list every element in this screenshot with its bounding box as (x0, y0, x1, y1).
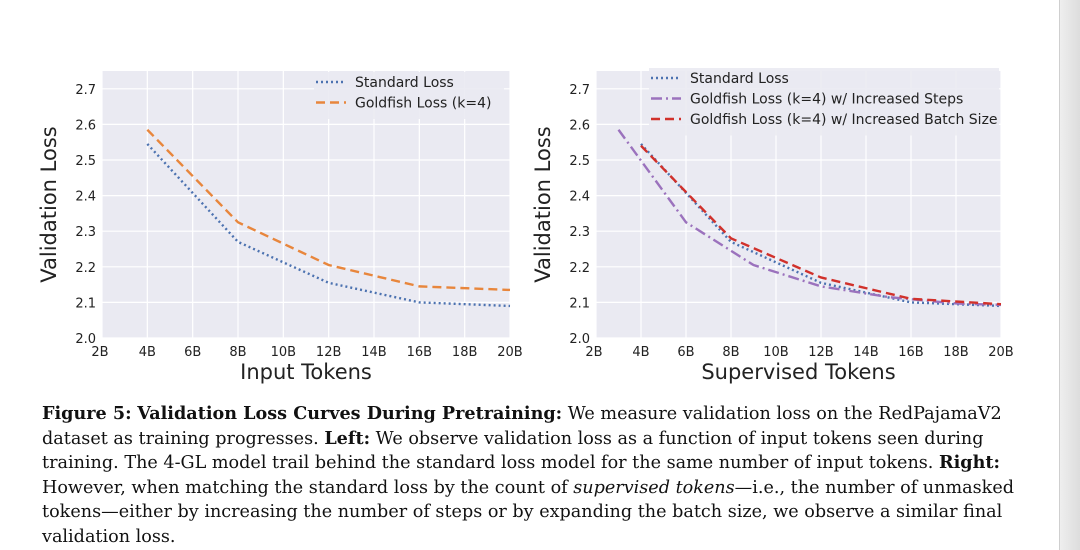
caption-title: Validation Loss Curves During Pretrainin… (137, 403, 563, 424)
legend-label: Goldfish Loss (k=4) w/ Increased Batch S… (690, 112, 998, 128)
y-tick-label: 2.6 (75, 118, 96, 133)
y-tick-label: 2.5 (569, 154, 590, 169)
y-tick-label: 2.2 (75, 261, 96, 276)
y-axis-label: Validation Loss (531, 126, 555, 282)
window-edge (1059, 0, 1080, 550)
x-tick-label: 2B (585, 345, 602, 360)
chart-panel-2: 2.0 2.1 2.2 2.3 2.4 2.5 2.6 2.7 2B 4B 6B 8B 10B 12B 14… (531, 68, 1014, 384)
y-axis-label: Validation Loss (37, 126, 61, 282)
x-tick-label: 6B (184, 345, 201, 360)
chart-panel-1: 2.0 2.1 2.2 2.3 2.4 2.5 2.6 2.7 2B 4B 6B 8B 10B 12B 14… (37, 71, 523, 384)
legend-label: Standard Loss (690, 71, 789, 87)
caption-text-2: We observe validation loss as a function… (42, 428, 984, 474)
x-tick-label: 4B (139, 345, 156, 360)
x-tick-label: 6B (677, 345, 694, 360)
x-tick-label: 8B (229, 345, 246, 360)
y-tick-label: 2.4 (569, 190, 590, 205)
x-tick-label: 12B (316, 345, 341, 360)
y-tick-label: 2.1 (569, 296, 590, 311)
x-tick-label: 12B (808, 345, 833, 360)
figure-caption: Figure 5: Validation Loss Curves During … (42, 402, 1032, 549)
caption-text-4: —i.e., the number of unmasked tokens—eit… (42, 477, 1014, 547)
x-tick-label: 20B (497, 345, 522, 360)
y-tick-label: 2.1 (75, 296, 96, 311)
y-tick-label: 2.3 (569, 225, 590, 240)
x-tick-label: 10B (271, 345, 296, 360)
x-tick-label: 14B (361, 345, 386, 360)
x-axis-label: Input Tokens (240, 360, 372, 384)
legend-label: Goldfish Loss (k=4) w/ Increased Steps (690, 92, 963, 108)
y-tick-label: 2.7 (569, 83, 590, 98)
x-axis-label: Supervised Tokens (701, 360, 895, 384)
x-tick-label: 18B (452, 345, 477, 360)
y-tick-label: 2.6 (569, 118, 590, 133)
caption-left-label: Left: (324, 427, 371, 449)
legend: Standard Loss Goldfish Loss (k=4) w/ Incr… (649, 68, 999, 136)
y-tick-label: 2.4 (75, 190, 96, 205)
legend-label: Standard Loss (355, 75, 454, 91)
x-tick-label: 14B (853, 345, 878, 360)
y-tick-label: 2.7 (75, 83, 96, 98)
caption-text-1: We measure validation loss on the RedPaj… (42, 404, 1002, 449)
legend: Standard Loss Goldfish Loss (k=4) (314, 72, 504, 119)
x-tick-label: 2B (91, 345, 108, 360)
x-tick-label: 20B (988, 345, 1013, 360)
y-tick-label: 2.2 (569, 261, 590, 276)
x-tick-label: 4B (632, 345, 649, 360)
legend-box (649, 68, 999, 136)
figure-charts: 2.0 2.1 2.2 2.3 2.4 2.5 2.6 2.7 2B 4B 6B 8B 10B 12B 14… (37, 68, 1014, 384)
x-tick-label: 10B (763, 345, 788, 360)
caption-text-3: However, when matching the standard loss… (42, 477, 574, 498)
caption-figure-label: Figure 5: (42, 403, 132, 424)
series-line-1 (146, 143, 511, 308)
y-tick-label: 2.0 (569, 332, 590, 347)
y-tick-label: 2.5 (75, 154, 96, 169)
legend-label: Goldfish Loss (k=4) (355, 96, 491, 112)
y-tick-label: 2.3 (75, 225, 96, 240)
x-tick-label: 8B (722, 345, 739, 360)
x-tick-label: 16B (407, 345, 432, 360)
x-tick-label: 18B (943, 345, 968, 360)
x-tick-label: 16B (898, 345, 923, 360)
caption-emphasis: supervised tokens (573, 477, 735, 498)
caption-right-label: Right: (939, 452, 1001, 473)
y-tick-label: 2.0 (75, 332, 96, 347)
legend-box (314, 72, 504, 119)
